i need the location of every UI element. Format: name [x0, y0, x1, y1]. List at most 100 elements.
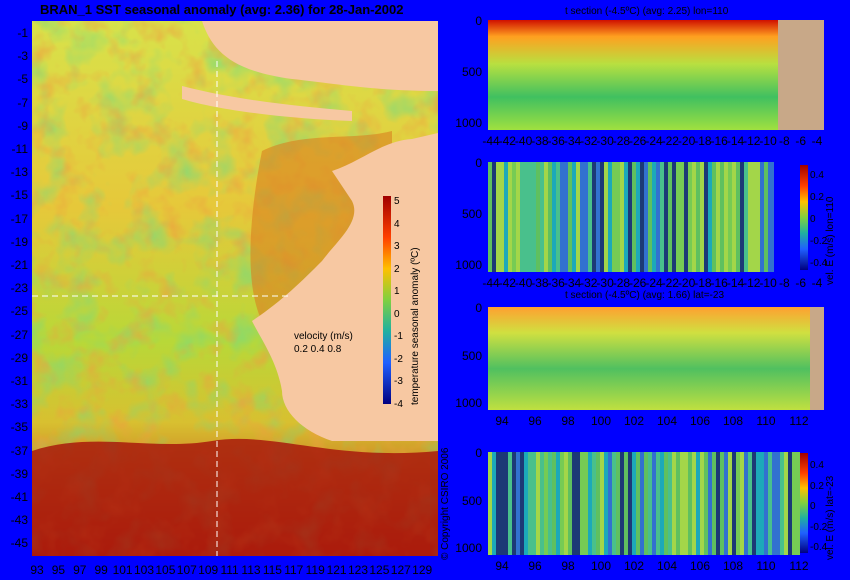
velocity-stripe [508, 452, 512, 555]
p4-x-tick: 104 [656, 559, 678, 573]
velocity-stripe [504, 162, 508, 272]
velocity-stripe [672, 162, 676, 272]
p4-x-tick: 110 [756, 559, 776, 573]
p4-x-tick: 98 [561, 559, 575, 573]
p1-y-tick: 0 [475, 14, 482, 28]
velocity-stripe [516, 452, 520, 555]
p1-x-tick: -22 [661, 134, 679, 148]
velocity-stripe [716, 452, 720, 555]
map-x-tick: 113 [241, 563, 261, 577]
p3-x-tick: 98 [561, 414, 575, 428]
velocity-stripe [720, 162, 724, 272]
velocity-stripe [540, 162, 544, 272]
map-y-tick: -39 [10, 466, 28, 481]
velocity-stripe [744, 162, 748, 272]
p2-x-tick: -12 [743, 276, 761, 290]
p2-y-tick: 1000 [455, 258, 482, 272]
velocity-stripe [712, 162, 716, 272]
map-y-tick: -45 [10, 536, 28, 551]
p2-x-tick: -10 [759, 276, 777, 290]
velocity-stripe [496, 452, 500, 555]
p3-x-tick: 96 [528, 414, 542, 428]
map-x-tick: 99 [94, 563, 108, 577]
velocity-stripe [636, 452, 640, 555]
p2-x-tick: -32 [580, 276, 598, 290]
velocity-stripe [524, 452, 528, 555]
velocity-stripe [768, 162, 772, 272]
warm-anomaly-south [32, 438, 438, 556]
velocity-stripe [616, 452, 620, 555]
velocity-stripe [644, 452, 648, 555]
p1-x-tick: -4 [811, 134, 823, 148]
map-y-tick: -41 [10, 490, 28, 504]
velocity-stripe [532, 162, 536, 272]
velocity-stripe [560, 162, 564, 272]
velocity-stripe [512, 162, 516, 272]
velocity-stripe [544, 162, 548, 272]
p2-x-tick: -38 [531, 276, 549, 290]
map-colorbar-tick: -4 [394, 398, 403, 410]
australia-land [252, 133, 438, 441]
p2-colorbar-tick: -0.2 [810, 236, 828, 247]
p3-x-tick: 112 [789, 414, 809, 428]
map-x-tick: 121 [326, 563, 347, 577]
velocity-stripe [684, 452, 688, 555]
p4-x-tick: 100 [590, 559, 612, 573]
velocity-stripe [584, 452, 588, 555]
p3-y-tick: 1000 [455, 396, 482, 410]
velocity-stripe [596, 452, 600, 555]
velocity-stripe [580, 162, 584, 272]
velocity-stripe [780, 452, 784, 555]
velocity-stripe [704, 452, 708, 555]
p1-x-tick: -20 [677, 134, 696, 148]
velocity-stripe [612, 162, 616, 272]
velocity-stripe [736, 162, 740, 272]
velocity-stripe [668, 452, 672, 555]
velocity-label: velocity (m/s) [294, 331, 353, 342]
velocity-stripe [628, 452, 632, 555]
p1-y-tick: 1000 [455, 116, 482, 130]
velocity-stripe [556, 452, 560, 555]
velocity-stripe [736, 452, 740, 555]
velocity-stripe [608, 162, 612, 272]
velocity-stripe [512, 452, 516, 555]
panel1-title: t section (-4.5ºC) (avg: 2.25) lon=110 [565, 6, 729, 17]
velocity-stripe [728, 162, 732, 272]
map-x-tick: 129 [412, 563, 433, 577]
velocity-stripe [492, 452, 496, 555]
p2-x-tick: -14 [726, 276, 745, 290]
velocity-stripe [692, 452, 696, 555]
velocity-stripe [696, 452, 700, 555]
velocity-stripe [744, 452, 748, 555]
map-y-tick: -37 [10, 443, 28, 458]
p1-x-tick: -10 [759, 134, 777, 148]
velocity-stripe [636, 162, 640, 272]
p3-y-tick: 0 [475, 301, 482, 315]
p1-x-tick: -30 [596, 134, 614, 148]
velocity-stripe [772, 162, 774, 272]
p4-colorbar-tick: -0.4 [810, 542, 828, 554]
velocity-stripe [564, 452, 568, 555]
velocity-stripe [500, 162, 504, 272]
p3-x-tick: 102 [623, 414, 645, 428]
velocity-stripe [588, 452, 592, 555]
velocity-stripe [532, 452, 536, 555]
map-y-tick: -9 [17, 118, 28, 133]
map-x-tick: 125 [369, 563, 390, 577]
velocity-stripe [552, 162, 556, 272]
velocity-stripe [724, 162, 728, 272]
map-y-tick: -5 [17, 72, 28, 87]
p2-y-tick: 500 [461, 207, 482, 221]
velocity-stripe [584, 162, 588, 272]
velocity-stripe [520, 452, 524, 555]
colorbar-label: temperature seasonal anomaly (ºC) [410, 247, 421, 405]
p1-x-tick: -18 [694, 134, 712, 148]
p1-x-tick: -38 [531, 134, 549, 148]
velocity-stripe [740, 452, 744, 555]
velocity-stripe [564, 162, 568, 272]
velocity-stripe [616, 162, 620, 272]
p1-x-tick: -6 [795, 134, 807, 148]
p2-x-tick: -22 [661, 276, 679, 290]
velocity-stripe [784, 452, 788, 555]
velocity-stripe [528, 452, 532, 555]
